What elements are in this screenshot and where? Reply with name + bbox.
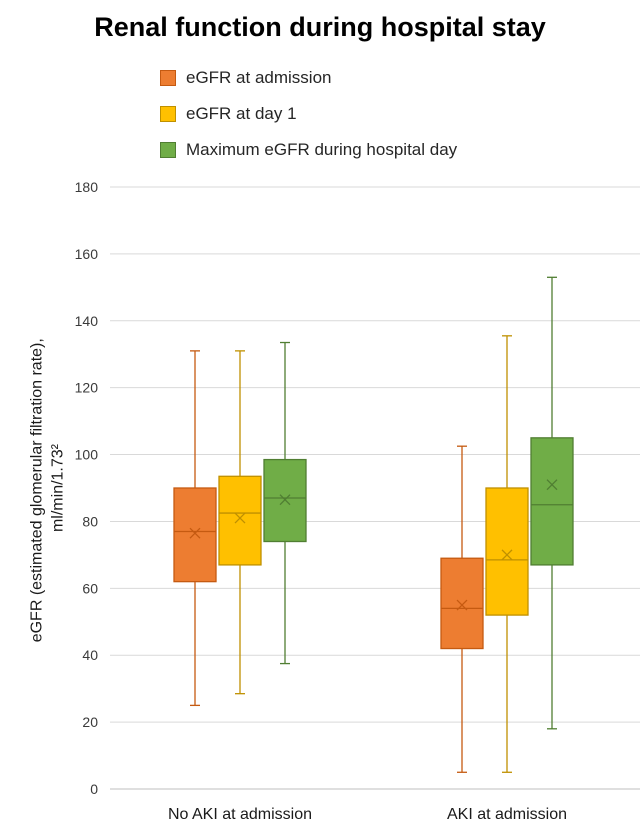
y-tick-label: 20 (82, 714, 98, 730)
box-iqr (485, 487, 529, 616)
y-axis-label-line-1: eGFR (estimated glomerular filtration ra… (29, 338, 46, 642)
legend: eGFR at admission eGFR at day 1 Maximum … (160, 60, 457, 168)
chart-title: Renal function during hospital stay (94, 12, 546, 42)
mean-marker (546, 479, 558, 491)
box-iqr (173, 487, 217, 583)
box-iqr (218, 475, 262, 566)
mean-marker (189, 527, 201, 539)
mean-marker (279, 494, 291, 506)
legend-swatch-day1 (160, 106, 176, 122)
category-label: No AKI at admission (168, 806, 312, 823)
category-label: AKI at admission (447, 806, 567, 823)
y-tick-label: 120 (75, 380, 99, 396)
category-labels: No AKI at admission AKI at admission (168, 806, 567, 823)
mean-marker (456, 599, 468, 611)
y-axis-label: eGFR (estimated glomerular filtration ra… (29, 334, 67, 643)
legend-label-maximum: Maximum eGFR during hospital day (186, 140, 458, 159)
y-tick-label: 100 (75, 447, 99, 463)
mean-marker (234, 512, 246, 524)
box-no-aki-series-2 (218, 350, 262, 695)
box-no-aki-series-1 (173, 350, 217, 707)
y-tick-label: 140 (75, 313, 99, 329)
y-tick-label: 160 (75, 246, 99, 262)
y-tick-label: 60 (82, 580, 98, 596)
y-tick-label: 0 (90, 781, 98, 797)
legend-swatch-admission (160, 70, 176, 86)
y-axis-label-line-2: ml/min/1.73² (49, 443, 66, 532)
box-iqr (530, 437, 574, 566)
y-tick-label: 80 (82, 513, 98, 529)
box-aki-series-3 (530, 276, 574, 730)
box-aki-series-2 (485, 335, 529, 773)
legend-item-admission: eGFR at admission (160, 60, 457, 96)
boxes (173, 276, 574, 773)
box-aki-series-1 (440, 445, 484, 773)
legend-label-admission: eGFR at admission (186, 68, 332, 87)
mean-marker (501, 549, 513, 561)
y-tick-label: 40 (82, 647, 98, 663)
y-tick-labels: 0 20 40 60 80 100 120 140 160 180 (75, 179, 99, 797)
box-no-aki-series-3 (263, 341, 307, 665)
legend-item-maximum: Maximum eGFR during hospital day (160, 132, 457, 168)
y-tick-label: 180 (75, 179, 99, 195)
legend-swatch-maximum (160, 142, 176, 158)
legend-label-day1: eGFR at day 1 (186, 104, 297, 123)
legend-item-day1: eGFR at day 1 (160, 96, 457, 132)
box-iqr (440, 557, 484, 650)
